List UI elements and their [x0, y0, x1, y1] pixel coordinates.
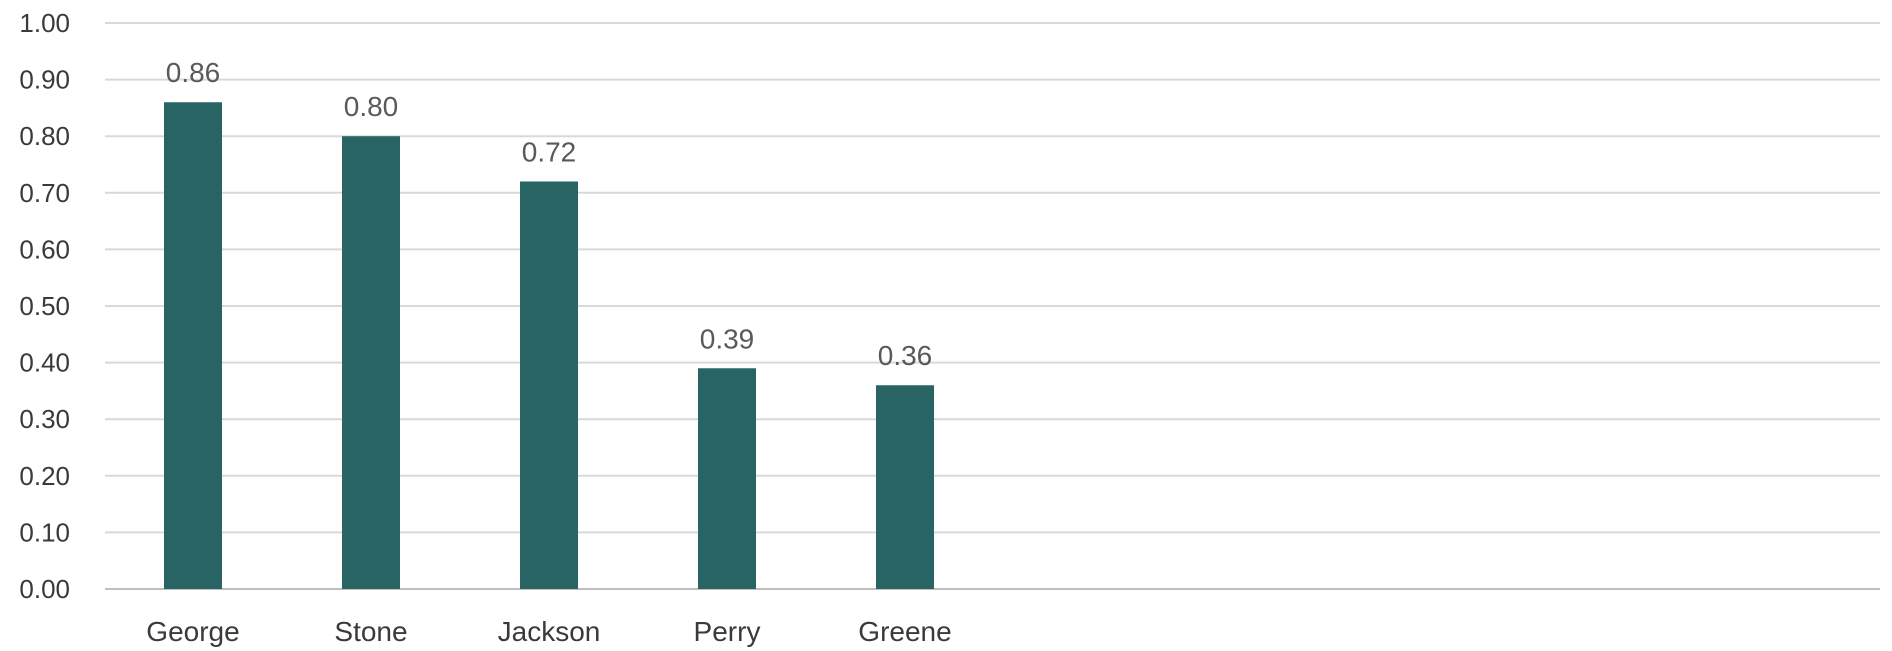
data-label: 0.86 [166, 57, 221, 88]
y-tick-label: 0.50 [19, 291, 70, 321]
data-label: 0.39 [700, 323, 755, 354]
y-tick-label: 0.40 [19, 348, 70, 378]
x-tick-label: Stone [334, 616, 407, 647]
bar-stone [342, 136, 400, 589]
y-tick-label: 0.80 [19, 121, 70, 151]
bar-perry [698, 368, 756, 589]
data-labels: 0.86 0.80 0.72 0.39 0.36 [166, 57, 933, 371]
x-tick-label: Jackson [498, 616, 601, 647]
bars [164, 102, 934, 590]
x-tick-label: Perry [694, 616, 761, 647]
y-axis-tick-labels: 0.00 0.10 0.20 0.30 0.40 0.50 0.60 0.70 0.80 0.90… [19, 8, 70, 604]
y-tick-label: 0.90 [19, 65, 70, 95]
y-tick-label: 0.00 [19, 574, 70, 604]
data-label: 0.36 [878, 340, 933, 371]
x-tick-label: Greene [858, 616, 951, 647]
gridlines [105, 22, 1880, 590]
y-tick-label: 0.70 [19, 178, 70, 208]
y-tick-label: 0.20 [19, 461, 70, 491]
y-tick-label: 0.10 [19, 517, 70, 547]
x-axis-category-labels: George Stone Jackson Perry Greene [146, 616, 951, 647]
bar-george [164, 102, 222, 590]
bar-jackson [520, 181, 578, 590]
y-tick-label: 1.00 [19, 8, 70, 38]
y-tick-label: 0.30 [19, 404, 70, 434]
y-tick-label: 0.60 [19, 234, 70, 264]
x-tick-label: George [146, 616, 239, 647]
data-label: 0.80 [344, 91, 399, 122]
bar-greene [876, 385, 934, 589]
data-label: 0.72 [522, 136, 577, 167]
